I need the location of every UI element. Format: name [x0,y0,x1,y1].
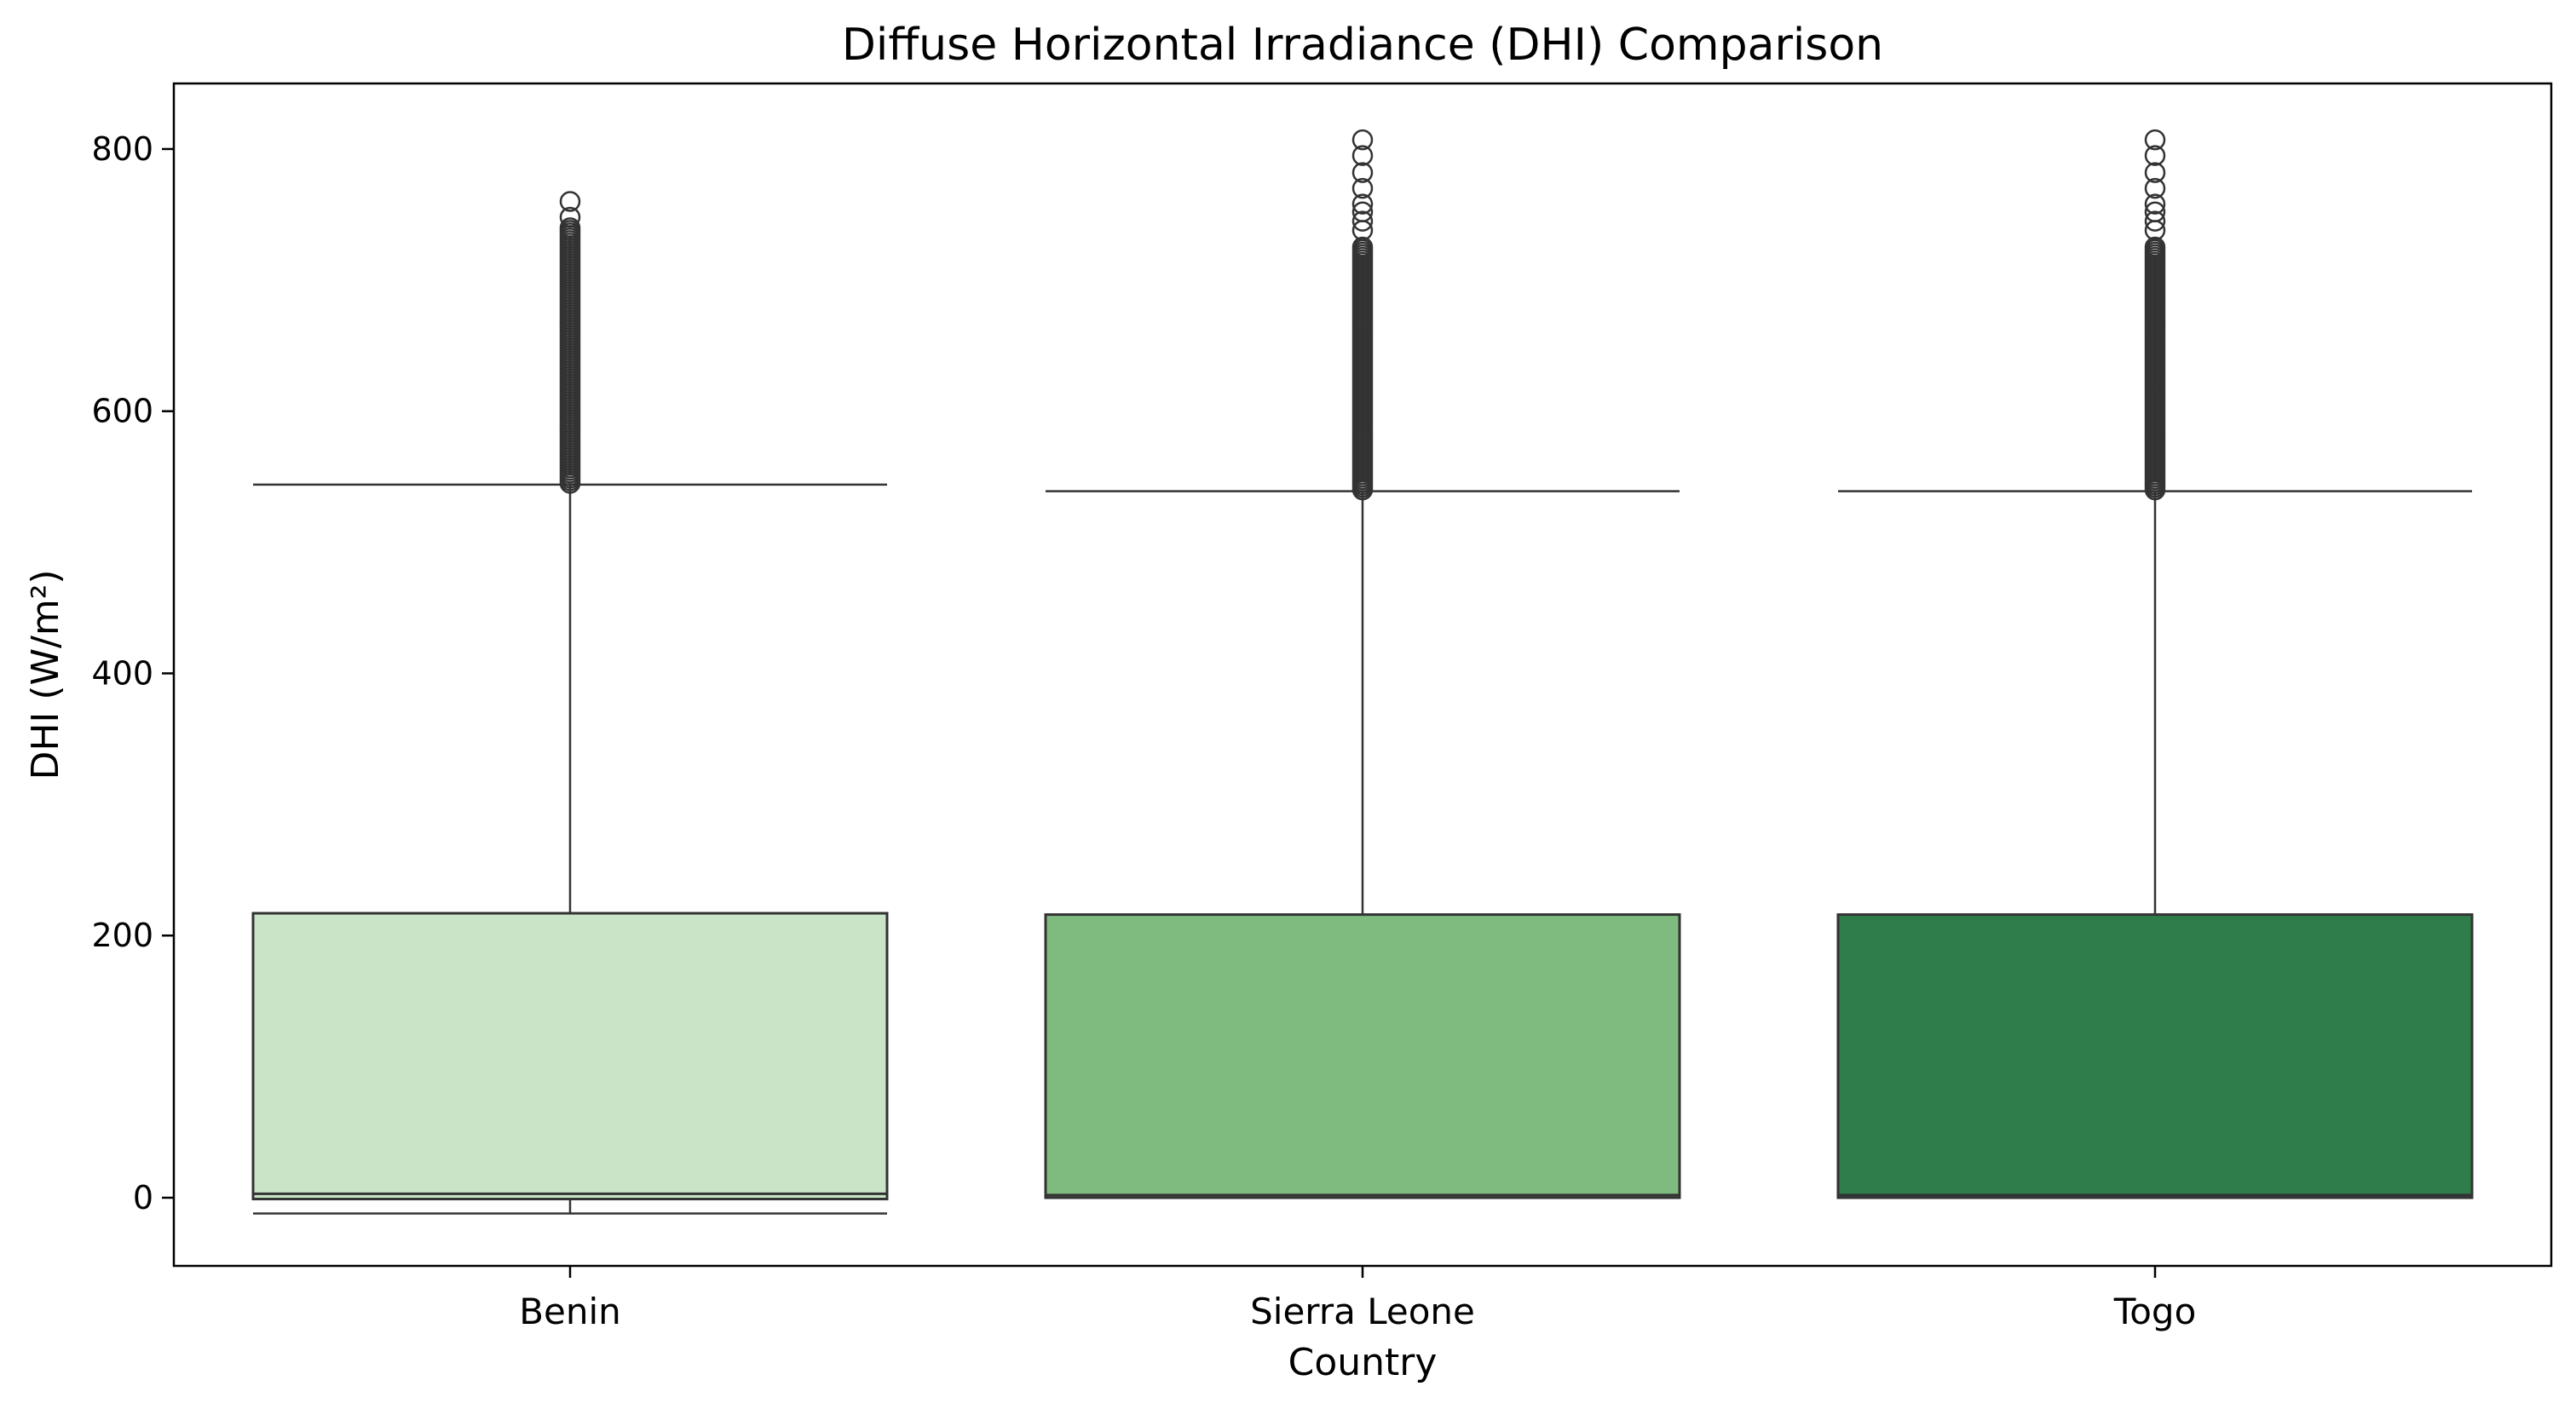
x-tick-label: Togo [2113,1291,2197,1332]
x-tick-label: Benin [519,1291,621,1332]
outlier-point [559,217,581,239]
outliers [2144,129,2166,501]
y-tick-label: 0 [133,1179,153,1216]
box-group-sierra-leone [1044,129,1681,1199]
y-tick-label: 400 [91,654,153,692]
outlier-point [1351,162,1374,183]
y-axis-label: DHI (W/m²) [24,569,67,779]
outlier-point [559,191,581,212]
y-tick-label: 200 [91,917,153,954]
outlier-point [2144,236,2166,258]
plot-area [251,129,2474,1215]
y-axis: 0 200 400 600 800 [91,130,174,1216]
box-group-benin [251,191,889,1215]
y-tick-label: 800 [91,130,153,168]
outlier-point [1351,177,1374,199]
x-axis: Benin Sierra Leone Togo [519,1266,2196,1332]
outlier-point [2144,162,2166,183]
box-group-togo [1836,129,2474,1199]
outlier-point [2144,201,2166,223]
outlier-point [2144,210,2166,232]
outlier-point [2144,145,2166,166]
outlier-point [1351,236,1374,258]
chart-title: Diffuse Horizontal Irradiance (DHI) Comp… [842,20,1883,71]
box-iqr [1836,913,2474,1199]
outlier-point [559,206,581,228]
x-tick-label: Sierra Leone [1250,1291,1475,1332]
outlier-point [2144,193,2166,215]
outlier-point [1351,210,1374,232]
outlier-point [1351,193,1374,215]
outlier-point [1351,129,1374,151]
outlier-point [2144,129,2166,151]
outlier-point [1351,145,1374,166]
box-iqr [1044,913,1681,1199]
outliers [1351,129,1374,501]
outlier-point [2144,177,2166,199]
x-axis-label: Country [1288,1341,1438,1384]
outliers [559,191,581,494]
y-tick-label: 600 [91,393,153,430]
box-iqr [251,912,889,1201]
outlier-point [1351,201,1374,223]
